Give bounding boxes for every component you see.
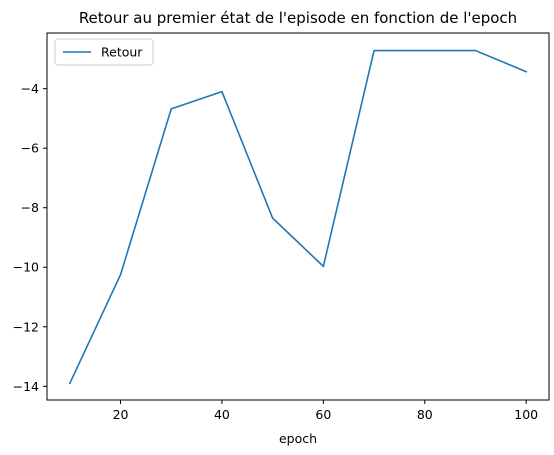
x-tick-label: 80 [417,407,433,422]
legend: Retour [54,38,154,66]
y-tick-label: −14 [13,379,39,394]
legend-label: Retour [101,45,143,60]
legend-box [54,38,154,66]
x-tick-label: 100 [514,407,538,422]
y-tick-label: −8 [21,200,39,215]
x-tick-label: 60 [315,407,331,422]
plot-area [68,49,528,385]
chart-title: Retour au premier état de l'episode en f… [79,9,517,27]
y-tick-label: −6 [21,141,39,156]
series-line-retour [68,49,528,385]
y-tick-label: −4 [21,81,39,96]
y-tick-label: −12 [13,319,39,334]
plot-frame [46,32,550,401]
y-tick-label: −10 [13,260,39,275]
x-tick-label: 40 [214,407,230,422]
x-axis-label: epoch [279,431,317,446]
x-tick-label: 20 [113,407,129,422]
